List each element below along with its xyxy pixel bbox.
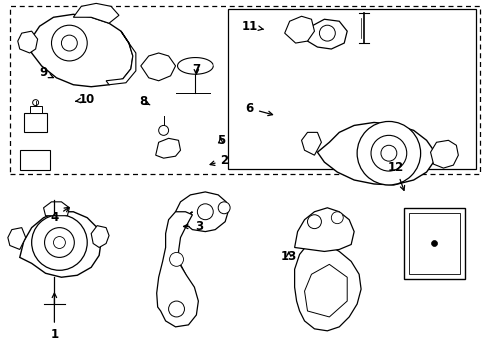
Circle shape bbox=[53, 237, 65, 248]
Polygon shape bbox=[285, 16, 315, 43]
Polygon shape bbox=[30, 105, 42, 113]
Circle shape bbox=[197, 204, 213, 220]
Text: 9: 9 bbox=[39, 66, 53, 79]
Text: 10: 10 bbox=[76, 93, 95, 106]
Circle shape bbox=[32, 215, 87, 270]
Circle shape bbox=[169, 301, 184, 317]
Polygon shape bbox=[24, 113, 47, 132]
Text: 3: 3 bbox=[184, 220, 203, 233]
Polygon shape bbox=[318, 122, 434, 185]
Bar bbox=[228, 9, 476, 169]
Text: 4: 4 bbox=[50, 207, 69, 224]
Polygon shape bbox=[157, 212, 198, 327]
Circle shape bbox=[218, 202, 230, 214]
Circle shape bbox=[381, 145, 397, 161]
Text: 12: 12 bbox=[388, 161, 405, 190]
Polygon shape bbox=[175, 192, 228, 231]
Bar bbox=[404, 208, 466, 279]
Bar bbox=[10, 6, 480, 174]
Circle shape bbox=[170, 252, 183, 266]
Polygon shape bbox=[30, 14, 133, 87]
Polygon shape bbox=[141, 53, 175, 81]
Polygon shape bbox=[301, 132, 321, 155]
Circle shape bbox=[159, 125, 169, 135]
Polygon shape bbox=[18, 31, 38, 53]
Polygon shape bbox=[91, 226, 109, 247]
Polygon shape bbox=[74, 3, 119, 23]
Polygon shape bbox=[294, 242, 361, 331]
Polygon shape bbox=[8, 228, 25, 249]
Text: 2: 2 bbox=[210, 154, 229, 167]
Polygon shape bbox=[294, 208, 354, 251]
Polygon shape bbox=[308, 19, 347, 49]
Polygon shape bbox=[20, 212, 101, 277]
Circle shape bbox=[45, 228, 74, 257]
Circle shape bbox=[51, 25, 87, 61]
Text: 8: 8 bbox=[139, 95, 150, 108]
Polygon shape bbox=[159, 212, 193, 319]
Circle shape bbox=[61, 35, 77, 51]
Circle shape bbox=[432, 240, 438, 247]
Text: 6: 6 bbox=[246, 102, 272, 116]
Bar bbox=[409, 213, 460, 274]
Circle shape bbox=[319, 25, 335, 41]
Polygon shape bbox=[431, 140, 458, 168]
Polygon shape bbox=[20, 150, 49, 170]
Text: 11: 11 bbox=[242, 20, 264, 33]
Polygon shape bbox=[156, 138, 180, 158]
Text: 7: 7 bbox=[192, 63, 200, 76]
Polygon shape bbox=[305, 264, 347, 317]
Circle shape bbox=[331, 212, 343, 224]
Circle shape bbox=[308, 215, 321, 229]
Circle shape bbox=[371, 135, 407, 171]
Circle shape bbox=[357, 121, 420, 185]
Polygon shape bbox=[106, 31, 136, 85]
Text: 1: 1 bbox=[50, 293, 58, 341]
Text: 5: 5 bbox=[217, 134, 225, 147]
Polygon shape bbox=[44, 202, 70, 216]
Text: 13: 13 bbox=[281, 250, 297, 263]
